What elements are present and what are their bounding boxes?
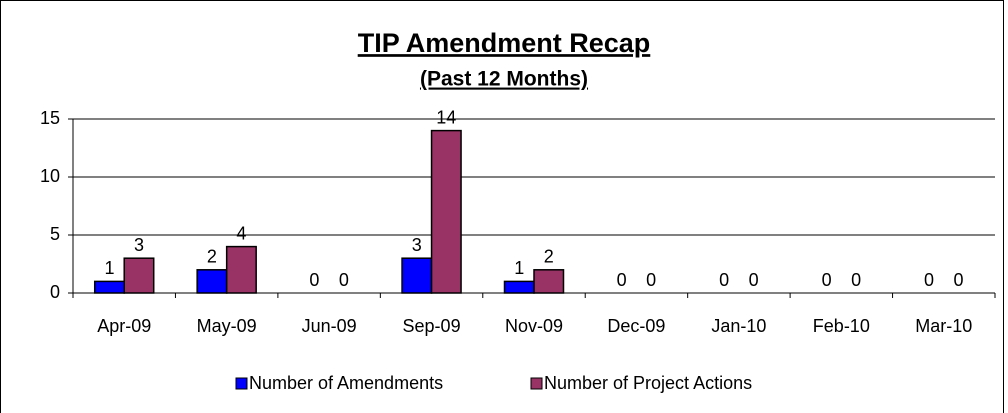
x-tick-label: Jan-10	[711, 316, 766, 336]
y-tick-label: 15	[40, 108, 60, 128]
data-label: 0	[749, 270, 759, 290]
bar	[503, 280, 535, 294]
data-label: 0	[954, 270, 964, 290]
bar	[430, 129, 462, 294]
data-label: 3	[412, 235, 422, 255]
y-tick-label: 10	[40, 166, 60, 186]
data-label: 0	[719, 270, 729, 290]
x-tick-label: Apr-09	[97, 316, 151, 336]
x-tick-label: Sep-09	[403, 316, 461, 336]
bar	[123, 257, 155, 294]
bar	[533, 269, 565, 294]
bar	[196, 269, 228, 294]
data-label: 14	[436, 107, 456, 127]
data-label: 0	[339, 270, 349, 290]
bar	[225, 245, 257, 294]
legend-label: Number of Project Actions	[544, 373, 752, 393]
bar	[401, 257, 433, 294]
x-tick-label: Nov-09	[505, 316, 563, 336]
legend-label: Number of Amendments	[249, 373, 443, 393]
data-label: 1	[104, 258, 114, 278]
data-label: 0	[924, 270, 934, 290]
chart-title: TIP Amendment Recap	[358, 28, 651, 58]
data-label: 0	[646, 270, 656, 290]
x-tick-label: Jun-09	[302, 316, 357, 336]
data-label: 0	[851, 270, 861, 290]
data-label: 0	[309, 270, 319, 290]
data-label: 4	[236, 223, 246, 243]
data-label: 2	[544, 247, 554, 267]
x-tick-label: May-09	[197, 316, 257, 336]
data-label: 2	[207, 247, 217, 267]
x-tick-label: Mar-10	[915, 316, 972, 336]
legend-swatch	[235, 377, 248, 390]
data-label: 3	[134, 235, 144, 255]
x-tick-label: Feb-10	[813, 316, 870, 336]
legend-swatch	[530, 377, 543, 390]
data-label: 1	[514, 258, 524, 278]
x-tick-label: Dec-09	[607, 316, 665, 336]
chart-subtitle: (Past 12 Months)	[420, 68, 588, 91]
y-tick-label: 0	[50, 282, 60, 302]
bar	[93, 280, 125, 294]
data-label: 0	[822, 270, 832, 290]
data-label: 0	[617, 270, 627, 290]
y-tick-label: 5	[50, 224, 60, 244]
